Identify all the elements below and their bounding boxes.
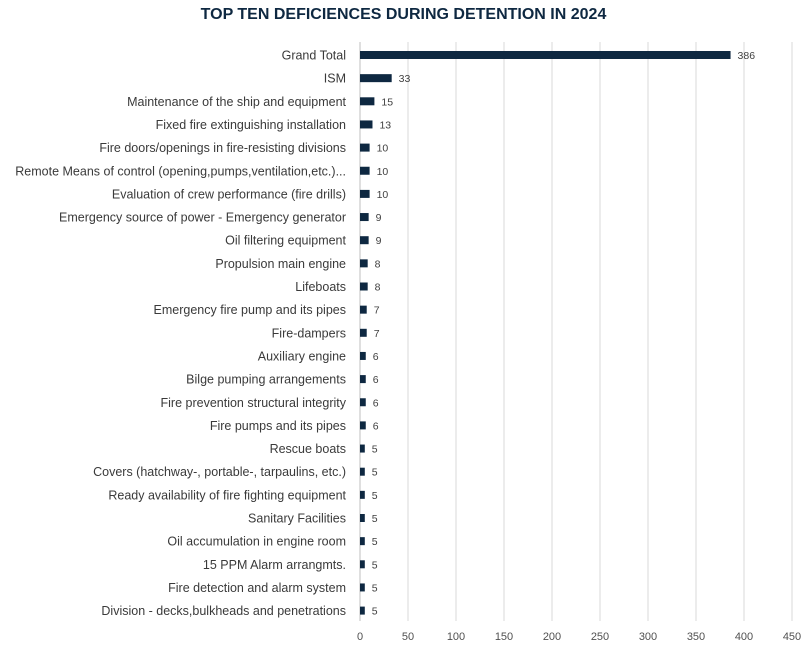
bar [360,166,370,175]
bar [360,583,365,592]
category-label: Remote Means of control (opening,pumps,v… [15,164,346,178]
category-label: Covers (hatchway-, portable-, tarpaulins… [93,465,346,479]
bar [360,259,368,268]
category-label: Fire detection and alarm system [168,581,346,595]
x-tick-label: 450 [783,631,801,643]
bar [360,514,365,522]
value-label: 8 [375,282,381,294]
value-label: 9 [376,212,382,224]
category-label: Lifeboats [295,280,346,294]
value-label: 10 [377,189,389,201]
category-label: Oil accumulation in engine room [167,535,346,549]
value-label: 6 [373,420,379,432]
category-label: Bilge pumping arrangements [186,373,346,387]
category-label: Fire pumps and its pipes [210,419,346,433]
bar [360,282,368,291]
category-label: Grand Total [282,49,346,63]
bar [360,74,392,83]
category-label: Maintenance of the ship and equipment [127,95,346,109]
x-tick-label: 300 [639,631,657,643]
bar [360,537,365,546]
bar [360,375,366,384]
value-label: 9 [376,235,382,247]
value-label: 5 [372,467,378,479]
category-label: Oil filtering equipment [225,234,346,248]
category-label: Rescue boats [270,442,346,456]
bar [360,189,370,198]
value-label: 5 [372,536,378,548]
value-label: 13 [379,119,391,131]
value-label: 15 [381,96,393,108]
x-tick-label: 50 [402,631,414,643]
category-label: ISM [324,72,346,86]
bar [360,560,365,569]
category-label: Emergency source of power - Emergency ge… [59,211,346,225]
value-label: 8 [375,258,381,270]
value-label: 5 [372,444,378,456]
category-label: Fire prevention structural integrity [161,396,347,410]
bar [360,305,367,314]
x-tick-label: 400 [735,631,753,643]
value-label: 10 [377,166,389,178]
x-tick-label: 0 [357,631,363,643]
bar [360,97,375,106]
category-label: Ready availability of fire fighting equi… [108,488,346,502]
bar [360,236,369,245]
category-label: Division - decks,bulkheads and penetrati… [101,604,346,618]
bar [360,351,366,360]
bar [360,490,365,499]
x-tick-label: 100 [447,631,465,643]
bar [360,606,365,615]
category-label: Fire doors/openings in fire-resisting di… [99,141,346,155]
x-tick-label: 250 [591,631,609,643]
category-label: Emergency fire pump and its pipes [154,303,346,317]
value-label: 5 [372,606,378,618]
bar [360,467,365,476]
value-label: 7 [374,328,380,340]
category-label: Fixed fire extinguishing installation [156,118,346,132]
category-label: Auxiliary engine [258,349,346,363]
value-label: 7 [374,305,380,317]
value-label: 6 [373,397,379,409]
value-label: 6 [373,374,379,386]
bar [360,421,366,430]
bar [360,213,369,222]
x-tick-label: 150 [495,631,513,643]
category-label: Evaluation of crew performance (fire dri… [112,187,346,201]
bar [360,51,731,59]
bar [360,120,373,129]
bar [360,444,365,453]
x-tick-label: 350 [687,631,705,643]
value-label: 5 [372,513,378,525]
category-label: 15 PPM Alarm arrangmts. [203,558,346,572]
value-label: 5 [372,559,378,571]
category-label: Fire-dampers [272,326,346,340]
bar [360,328,367,337]
chart-title: TOP TEN DEFICIENCES DURING DETENTION IN … [200,6,607,23]
value-label: 10 [377,143,389,155]
x-tick-label: 200 [543,631,561,643]
value-label: 33 [399,73,411,85]
value-label: 5 [372,490,378,502]
category-label: Propulsion main engine [215,257,346,271]
bar [360,143,370,152]
value-label: 6 [373,351,379,363]
gridlines [359,42,793,621]
value-label: 386 [738,50,756,62]
value-label: 5 [372,582,378,594]
category-label: Sanitary Facilities [248,512,346,526]
bar [360,398,366,407]
